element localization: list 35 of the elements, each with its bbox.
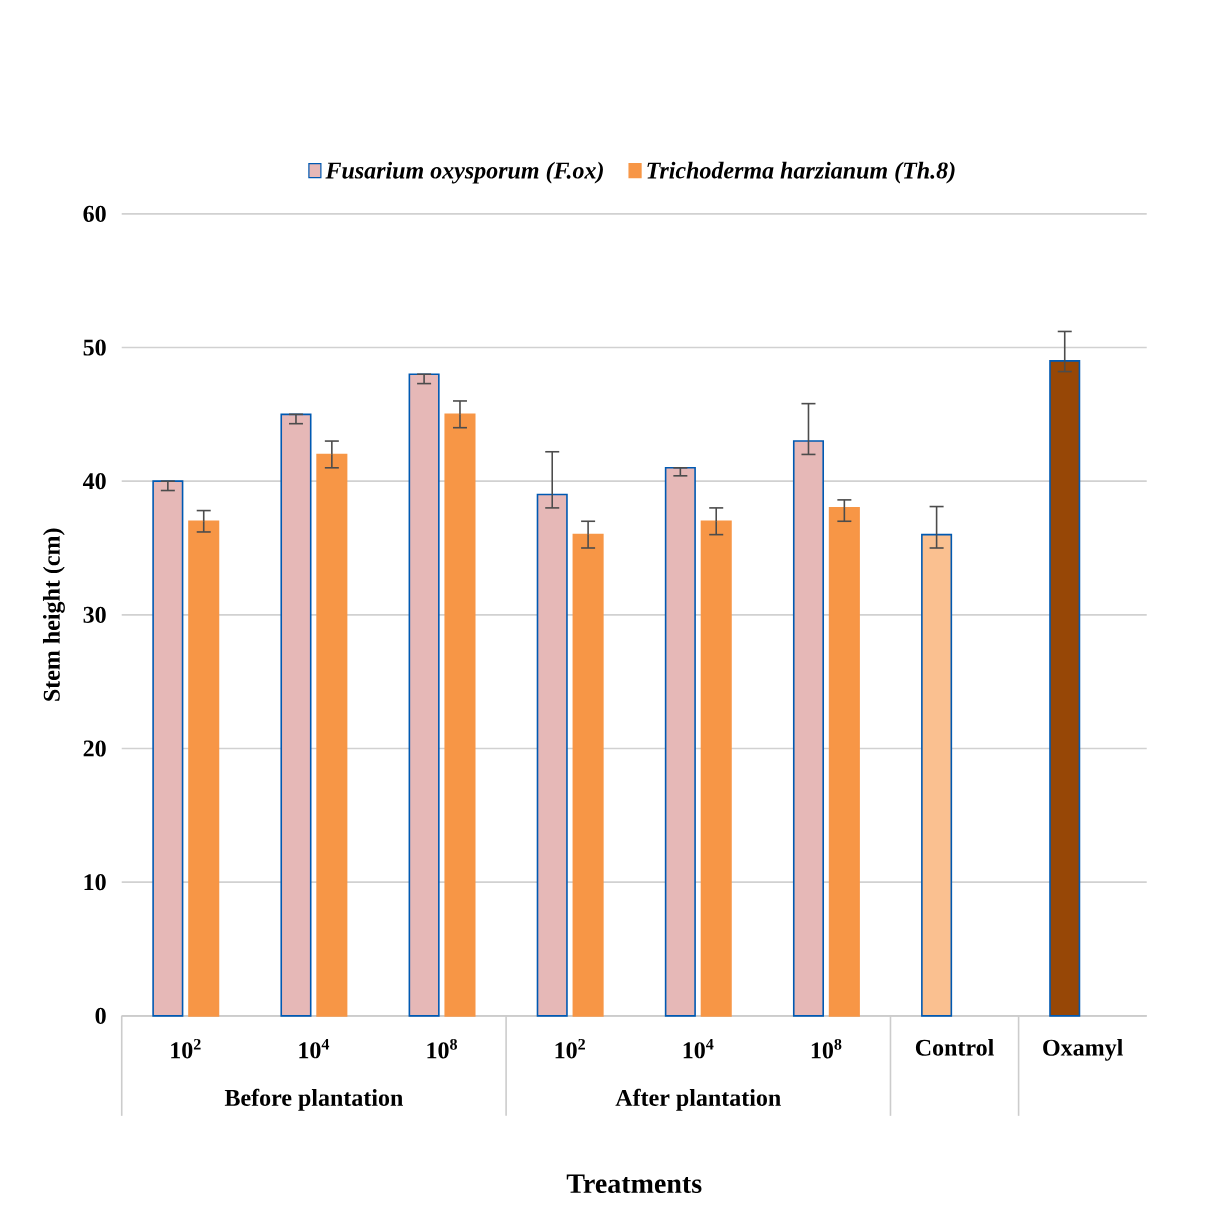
- bar: [664, 467, 696, 1017]
- legend-label: Fusarium oxysporum (F.ox): [325, 161, 603, 184]
- bar: [700, 520, 732, 1017]
- x-tick-label: Oxamyl: [1043, 1038, 1123, 1061]
- y-tick-label: 60: [83, 205, 106, 222]
- bar: [828, 507, 860, 1017]
- y-tick-label: 10: [84, 874, 106, 891]
- y-tick-label: 0: [95, 1007, 106, 1024]
- y-tick-label: 30: [83, 606, 106, 623]
- y-tick-label: 50: [83, 339, 106, 356]
- bar: [1049, 360, 1081, 1017]
- bar: [152, 480, 184, 1017]
- y-axis-title: Stem height (cm): [42, 528, 65, 701]
- x-axis-title: Treatments: [566, 1174, 702, 1194]
- x-tick-label: 10$^{2}$: [555, 1038, 585, 1059]
- bar: [188, 520, 220, 1017]
- bar: [316, 453, 348, 1017]
- bar: [792, 440, 825, 1017]
- x-tick-label: 10$^{8}$: [811, 1038, 842, 1059]
- legend-label: Trichoderma harzianum (Th.8): [647, 161, 955, 184]
- text: Before plantation: [224, 1088, 403, 1111]
- bar: [572, 533, 604, 1017]
- x-tick-label: 10$^{8}$: [427, 1038, 457, 1059]
- y-tick-label: 20: [83, 740, 106, 757]
- bar: [444, 413, 476, 1017]
- bar: [280, 413, 312, 1017]
- bar: [921, 533, 953, 1017]
- text: After plantation: [615, 1088, 781, 1111]
- x-tick-label: 10$^{4}$: [683, 1038, 714, 1059]
- bar: [536, 493, 568, 1017]
- x-tick-label: Control: [915, 1038, 994, 1056]
- x-tick-label: 10$^{2}$: [171, 1038, 201, 1059]
- y-tick-label: 40: [82, 473, 106, 490]
- bar: [408, 373, 440, 1017]
- x-tick-label: 10$^{4}$: [299, 1038, 330, 1059]
